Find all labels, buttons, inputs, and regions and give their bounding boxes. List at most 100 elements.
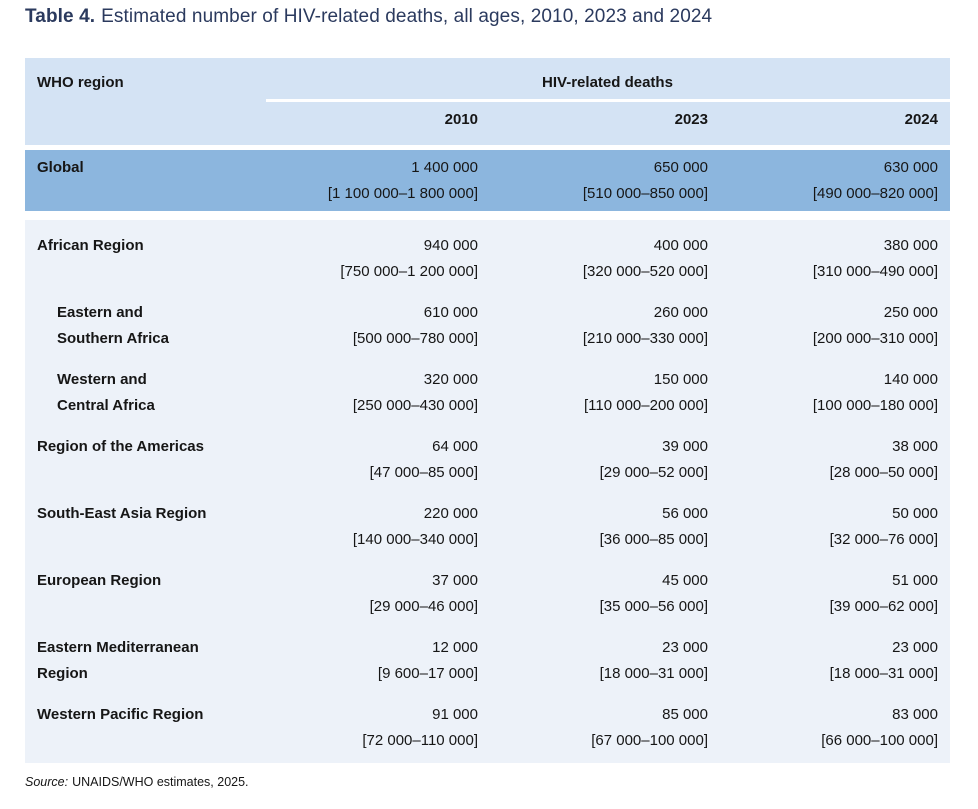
estimate-2010: 220 000	[423, 505, 478, 522]
table-number: Table 4.	[25, 6, 96, 27]
cell-2024: 51 000 [39 000–62 000]	[708, 568, 950, 620]
estimate-2023: 39 000	[662, 438, 708, 455]
region-label: Eastern and Southern Africa	[57, 304, 169, 347]
estimate-2023: 23 000	[662, 639, 708, 656]
table-caption: Estimated number of HIV-related deaths, …	[101, 6, 713, 27]
range-2024: [66 000–100 000]	[821, 732, 938, 749]
table-body: African Region 940 000 [750 000–1 200 00…	[25, 220, 950, 763]
range-2023: [67 000–100 000]	[591, 732, 708, 749]
estimate-2010: 940 000	[423, 237, 478, 254]
cell-2024: 83 000 [66 000–100 000]	[708, 702, 950, 754]
range-2024: [490 000–820 000]	[812, 185, 938, 202]
range-2023: [320 000–520 000]	[582, 263, 708, 280]
estimate-2010: 610 000	[423, 304, 478, 321]
cell-2023: 85 000 [67 000–100 000]	[478, 702, 708, 754]
cell-2024: 23 000 [18 000–31 000]	[708, 635, 950, 687]
cell-2010: 12 000 [9 600–17 000]	[265, 635, 478, 687]
estimate-2023: 45 000	[662, 572, 708, 589]
cell-2023: 260 000 [210 000–330 000]	[478, 300, 708, 352]
estimate-2023: 400 000	[653, 237, 708, 254]
cell-2024: 380 000 [310 000–490 000]	[708, 233, 950, 285]
range-2024: [200 000–310 000]	[812, 330, 938, 347]
range-2023: [18 000–31 000]	[599, 665, 708, 682]
range-2010: [72 000–110 000]	[362, 732, 478, 749]
estimate-2024: 630 000	[883, 159, 938, 176]
region-label: Global	[37, 159, 84, 176]
data-table: WHO region HIV-related deaths 2010 2023 …	[25, 58, 950, 763]
col-header-2024: 2024	[904, 111, 938, 128]
table-row-south-east-asia-region: South-East Asia Region 220 000 [140 000–…	[25, 494, 950, 561]
col-header-2023: 2023	[674, 111, 708, 128]
range-2024: [18 000–31 000]	[829, 665, 938, 682]
estimate-2010: 320 000	[423, 371, 478, 388]
cell-2024: 140 000 [100 000–180 000]	[708, 367, 950, 419]
cell-2010: 320 000 [250 000–430 000]	[265, 367, 478, 419]
region-label: Region of the Americas	[37, 438, 204, 455]
range-2023: [36 000–85 000]	[599, 531, 708, 548]
source-note: Source: UNAIDS/WHO estimates, 2025.	[25, 775, 249, 789]
source-label: Source:	[25, 775, 69, 789]
range-2023: [35 000–56 000]	[599, 598, 708, 615]
estimate-2023: 56 000	[662, 505, 708, 522]
estimate-2023: 150 000	[653, 371, 708, 388]
table-row-european-region: European Region 37 000 [29 000–46 000] 4…	[25, 561, 950, 628]
cell-2010: 220 000 [140 000–340 000]	[265, 501, 478, 553]
table-title: Table 4. Estimated number of HIV-related …	[25, 6, 712, 28]
col-header-2010: 2010	[444, 111, 478, 128]
estimate-2024: 50 000	[892, 505, 938, 522]
cell-2023: 150 000 [110 000–200 000]	[478, 367, 708, 419]
cell-2023: 56 000 [36 000–85 000]	[478, 501, 708, 553]
estimate-2024: 23 000	[892, 639, 938, 656]
table-row-western-central-africa: Western and Central Africa 320 000 [250 …	[25, 360, 950, 427]
region-label: South-East Asia Region	[37, 505, 207, 522]
range-2023: [210 000–330 000]	[582, 330, 708, 347]
table-header: WHO region HIV-related deaths 2010 2023 …	[25, 58, 950, 145]
table-row-african-region: African Region 940 000 [750 000–1 200 00…	[25, 226, 950, 293]
region-label: European Region	[37, 572, 162, 589]
cell-2010: 1 400 000 [1 100 000–1 800 000]	[265, 155, 478, 207]
cell-2023: 45 000 [35 000–56 000]	[478, 568, 708, 620]
source-text: UNAIDS/WHO estimates, 2025.	[72, 775, 249, 789]
estimate-2010: 37 000	[432, 572, 478, 589]
estimate-2023: 260 000	[653, 304, 708, 321]
table-row-eastern-mediterranean-region: Eastern Mediterranean Region 12 000 [9 6…	[25, 628, 950, 695]
estimate-2024: 250 000	[883, 304, 938, 321]
cell-2010: 91 000 [72 000–110 000]	[265, 702, 478, 754]
estimate-2024: 83 000	[892, 706, 938, 723]
cell-2024: 38 000 [28 000–50 000]	[708, 434, 950, 486]
cell-2010: 610 000 [500 000–780 000]	[265, 300, 478, 352]
range-2010: [47 000–85 000]	[369, 464, 478, 481]
estimate-2024: 140 000	[883, 371, 938, 388]
estimate-2024: 380 000	[883, 237, 938, 254]
estimate-2010: 91 000	[432, 706, 478, 723]
cell-2023: 650 000 [510 000–850 000]	[478, 155, 708, 207]
header-divider	[266, 99, 950, 102]
region-label: Western and Central Africa	[57, 371, 155, 414]
estimate-2010: 64 000	[432, 438, 478, 455]
region-label: African Region	[37, 237, 144, 254]
table-row-global: Global 1 400 000 [1 100 000–1 800 000] 6…	[25, 150, 950, 211]
range-2023: [110 000–200 000]	[583, 397, 708, 414]
cell-2010: 37 000 [29 000–46 000]	[265, 568, 478, 620]
range-2010: [250 000–430 000]	[352, 397, 478, 414]
col-group-header-hiv-deaths: HIV-related deaths	[542, 74, 673, 91]
range-2010: [750 000–1 200 000]	[340, 263, 478, 280]
range-2024: [100 000–180 000]	[812, 397, 938, 414]
region-label: Western Pacific Region	[37, 706, 204, 723]
cell-2010: 940 000 [750 000–1 200 000]	[265, 233, 478, 285]
range-2010: [140 000–340 000]	[352, 531, 478, 548]
header-spacer	[25, 110, 265, 130]
range-2010: [500 000–780 000]	[352, 330, 478, 347]
estimate-2024: 51 000	[892, 572, 938, 589]
col-header-who-region: WHO region	[37, 74, 124, 91]
cell-2023: 39 000 [29 000–52 000]	[478, 434, 708, 486]
cell-2010: 64 000 [47 000–85 000]	[265, 434, 478, 486]
range-2023: [510 000–850 000]	[582, 185, 708, 202]
table-row-eastern-southern-africa: Eastern and Southern Africa 610 000 [500…	[25, 293, 950, 360]
range-2024: [28 000–50 000]	[829, 464, 938, 481]
range-2024: [32 000–76 000]	[829, 531, 938, 548]
cell-2023: 23 000 [18 000–31 000]	[478, 635, 708, 687]
estimate-2010: 1 400 000	[411, 159, 478, 176]
table-row-region-of-the-americas: Region of the Americas 64 000 [47 000–85…	[25, 427, 950, 494]
